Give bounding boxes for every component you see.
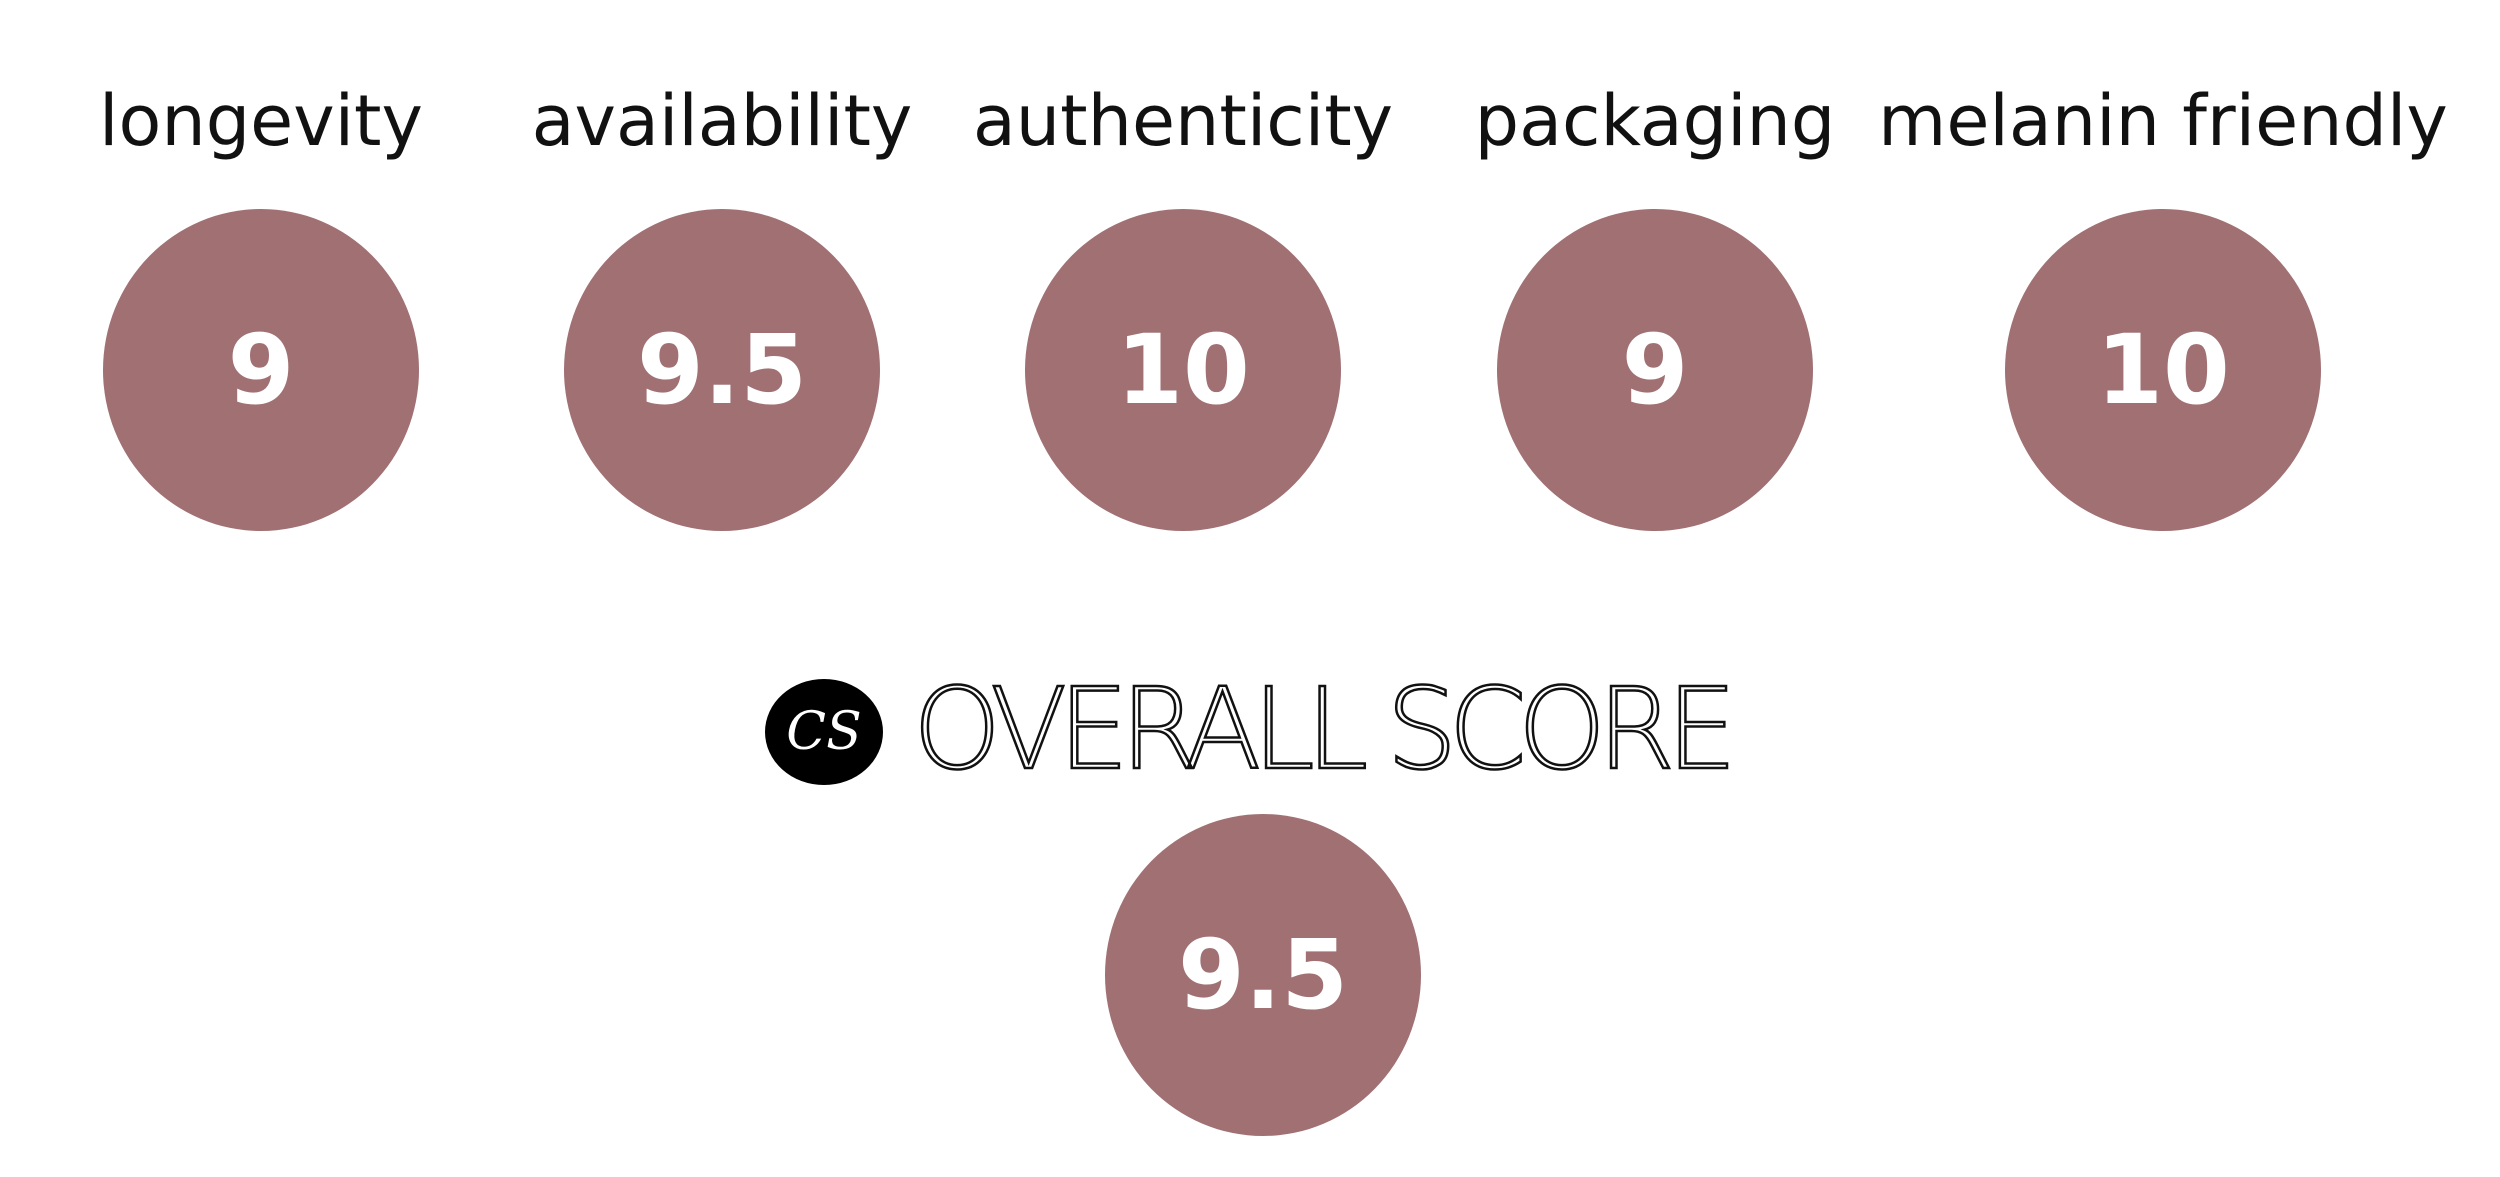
overall-score: 9.5 bbox=[1178, 919, 1348, 1031]
score-circle bbox=[103, 209, 419, 531]
logo: CS bbox=[786, 702, 861, 762]
score-circle bbox=[2005, 209, 2321, 531]
category-label: melanin friendly bbox=[1878, 80, 2448, 162]
score-circle bbox=[1025, 209, 1341, 531]
category-score: 9 bbox=[228, 314, 295, 426]
category-label: authenticity bbox=[973, 80, 1393, 162]
category-label: packaging bbox=[1475, 80, 1836, 162]
logo-badge bbox=[765, 679, 883, 785]
category-label: availability bbox=[532, 80, 913, 162]
category-score: 9.5 bbox=[637, 314, 807, 426]
category-score: 9 bbox=[1622, 314, 1689, 426]
score-circle bbox=[564, 209, 880, 531]
overall-circle bbox=[1105, 814, 1421, 1136]
category-score: 10 bbox=[1116, 314, 1250, 426]
category-label: longevity bbox=[99, 80, 423, 162]
overall-label: OVERALL SCORE bbox=[913, 665, 1737, 795]
score-circle bbox=[1497, 209, 1813, 531]
category-score: 10 bbox=[2096, 314, 2230, 426]
